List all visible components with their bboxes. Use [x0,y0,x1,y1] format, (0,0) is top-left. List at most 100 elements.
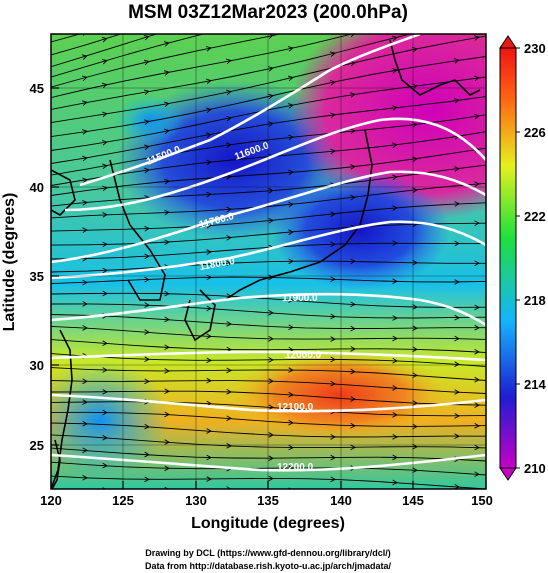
streamline [51,411,486,427]
streamline-arrowhead [81,54,88,60]
colorbar-label: 222 [524,209,546,224]
streamline-arrowhead [102,163,108,169]
y-tick-label: 25 [30,438,44,453]
cold-blob-blue-east [270,170,450,290]
streamline [51,114,486,176]
streamline-arrowhead [144,276,150,283]
streamline [51,96,486,164]
streamline-arrowhead [82,399,88,405]
streamline [51,401,486,417]
y-tick-label: 35 [30,269,44,284]
streamline-arrowhead [288,419,294,426]
streamline-arrowhead [350,444,356,451]
streamline-arrowhead [474,376,480,383]
streamline-arrowhead [474,304,480,311]
streamline [51,434,486,449]
streamline-arrowhead [81,75,88,82]
colorbar-label: 230 [524,41,546,56]
streamline-arrowhead [205,78,212,85]
streamline-arrowhead [474,402,480,408]
streamline-arrowhead [144,167,150,174]
streamline-arrowhead [412,259,418,266]
streamline-arrowhead [268,187,274,194]
streamline-arrowhead [330,476,336,483]
streamline [51,131,486,186]
streamline-arrowhead [226,321,232,327]
streamline-arrowhead [330,434,336,440]
streamline-arrowhead [350,396,356,402]
contour-label-12100: 12100.0 [277,402,314,413]
streamline [51,390,486,406]
map-title: MSM 03Z12Mar2023 (200.0hPa) [128,2,408,23]
streamline-arrowhead [268,455,274,462]
streamline-arrowhead [268,336,274,342]
streamline-arrowhead [226,115,232,122]
streamline-arrowhead [144,423,150,430]
streamline-arrowhead [206,222,212,229]
streamline-arrowhead [102,462,108,469]
streamline-arrowhead [288,103,294,109]
streamline-arrowhead [350,164,356,170]
streamline-arrowhead [288,201,294,208]
streamline-arrowhead [392,335,398,342]
streamline-arrowhead [82,279,88,286]
streamline [51,303,486,319]
streamline-arrowhead [82,199,88,206]
contour-line-12000 [51,350,486,362]
streamline-arrowhead [288,134,294,141]
streamline-arrowhead [206,159,212,166]
streamline-arrowhead [82,129,88,135]
streamline-arrowhead [101,58,108,65]
contour-line-11800 [51,220,486,280]
streamline-arrowhead [288,391,294,398]
streamline-arrowhead [226,142,232,148]
streamline [51,380,486,394]
streamline-arrowhead [268,217,274,224]
streamline-arrowhead [102,389,108,395]
streamline-arrowhead [82,301,88,307]
streamline-arrowhead [268,310,274,316]
streamline-arrowhead [102,434,108,441]
streamline-arrowhead [330,211,336,217]
x-axis-label: Longitude (degrees) [191,515,345,532]
x-tick-label: 135 [257,493,279,508]
streamline [51,202,486,232]
streamline-arrowhead [330,79,336,86]
streamline-arrowhead [454,335,460,342]
contour-line-11500 [79,34,421,187]
y-axis: 25 30 35 40 45 Latitude (degrees) [1,81,59,453]
streamline-arrowhead [474,324,480,331]
streamline-arrowhead [330,336,336,342]
streamline-arrowhead [392,479,398,486]
height-contours [51,34,486,472]
contour-line-11700 [51,170,486,264]
streamline-arrowhead [144,302,150,308]
streamline [51,367,486,381]
streamline [51,76,486,151]
y-tick-label: 40 [30,180,44,195]
streamline-arrowhead [412,187,418,193]
streamline-arrowhead [206,107,212,113]
streamline-arrowhead [454,166,460,172]
x-tick-label: 145 [402,493,424,508]
streamline-arrowhead [82,155,88,162]
streamline-arrowhead [288,324,294,331]
streamline-arrowhead [392,174,398,181]
streamline-arrowhead [144,329,150,335]
streamline-arrowhead [288,169,294,176]
streamline-arrowhead [206,132,212,138]
streamline-arrowhead [226,443,232,449]
streamline-arrowhead [206,191,212,198]
streamline [51,292,486,308]
streamline-arrowhead [288,444,294,451]
streamline-arrowhead [350,301,356,308]
streamline-arrowhead [144,476,150,483]
streamline-arrowhead [474,471,480,477]
streamline-arrowhead [226,206,232,213]
streamline [51,34,412,110]
streamline [51,56,486,138]
streamline-arrowhead [226,260,232,267]
y-tick-label: 45 [30,81,44,96]
streamline-arrowhead [412,372,418,379]
streamline-arrowhead [330,454,336,461]
